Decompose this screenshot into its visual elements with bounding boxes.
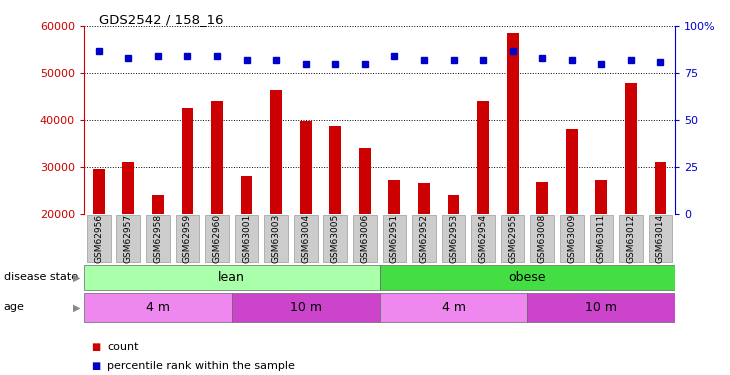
Text: GSM63001: GSM63001 [242,213,251,263]
FancyBboxPatch shape [117,215,140,261]
Bar [388,180,400,214]
Text: GSM62951: GSM62951 [390,214,399,262]
Bar [537,182,548,214]
FancyBboxPatch shape [649,215,672,261]
Text: GSM63006: GSM63006 [361,213,369,263]
Text: disease state: disease state [4,273,78,282]
Text: 10 m: 10 m [290,301,322,314]
FancyBboxPatch shape [442,215,465,261]
FancyBboxPatch shape [294,215,318,261]
Text: GSM63003: GSM63003 [272,213,280,263]
FancyBboxPatch shape [531,215,554,261]
Text: GSM62960: GSM62960 [212,214,221,262]
FancyBboxPatch shape [87,215,110,261]
Bar [596,180,607,214]
Text: GSM62954: GSM62954 [479,214,488,262]
Bar [270,90,282,214]
FancyBboxPatch shape [383,215,406,261]
Text: GSM63011: GSM63011 [597,213,606,263]
FancyBboxPatch shape [472,215,495,261]
Text: 4 m: 4 m [146,301,170,314]
Bar [359,148,371,214]
Bar [329,126,341,214]
FancyBboxPatch shape [205,215,228,261]
FancyBboxPatch shape [264,215,288,261]
Text: GSM62953: GSM62953 [449,214,458,262]
Bar [300,121,312,214]
Text: ■: ■ [91,342,101,352]
Bar [566,129,577,214]
Text: GSM63014: GSM63014 [656,214,665,262]
Text: GSM63008: GSM63008 [538,213,547,263]
Text: GSM62958: GSM62958 [153,214,162,262]
FancyBboxPatch shape [619,215,642,261]
FancyBboxPatch shape [501,215,524,261]
Text: GSM62955: GSM62955 [508,214,517,262]
Text: GSM63012: GSM63012 [626,214,635,262]
Bar [123,162,134,214]
Bar [477,101,489,214]
Bar [182,108,193,214]
Text: ■: ■ [91,361,101,370]
Text: GSM63005: GSM63005 [331,213,339,263]
FancyBboxPatch shape [560,215,583,261]
Text: GDS2542 / 158_16: GDS2542 / 158_16 [99,13,223,26]
Text: ▶: ▶ [73,273,80,282]
Text: GSM63004: GSM63004 [301,214,310,262]
Bar [152,195,164,214]
Text: 4 m: 4 m [442,301,466,314]
Bar [241,176,253,214]
FancyBboxPatch shape [235,215,258,261]
Text: GSM63009: GSM63009 [567,213,576,263]
Bar [655,162,666,214]
Text: age: age [4,303,25,312]
FancyBboxPatch shape [231,293,380,322]
Bar [418,183,430,214]
Bar [211,101,223,214]
Text: GSM62957: GSM62957 [124,214,133,262]
FancyBboxPatch shape [84,265,380,290]
Text: GSM62959: GSM62959 [183,214,192,262]
FancyBboxPatch shape [590,215,613,261]
FancyBboxPatch shape [380,293,527,322]
Text: 10 m: 10 m [585,301,618,314]
FancyBboxPatch shape [84,293,231,322]
Bar [93,169,104,214]
FancyBboxPatch shape [412,215,436,261]
Text: GSM62952: GSM62952 [420,214,429,262]
Bar [507,33,518,214]
Text: count: count [107,342,139,352]
Text: obese: obese [509,271,546,284]
FancyBboxPatch shape [380,265,675,290]
Text: ▶: ▶ [73,303,80,312]
Text: lean: lean [218,271,245,284]
FancyBboxPatch shape [353,215,377,261]
Text: GSM62956: GSM62956 [94,214,103,262]
FancyBboxPatch shape [323,215,347,261]
FancyBboxPatch shape [146,215,169,261]
FancyBboxPatch shape [527,293,675,322]
Bar [625,82,637,214]
FancyBboxPatch shape [176,215,199,261]
Text: percentile rank within the sample: percentile rank within the sample [107,361,295,370]
Bar [447,195,459,214]
